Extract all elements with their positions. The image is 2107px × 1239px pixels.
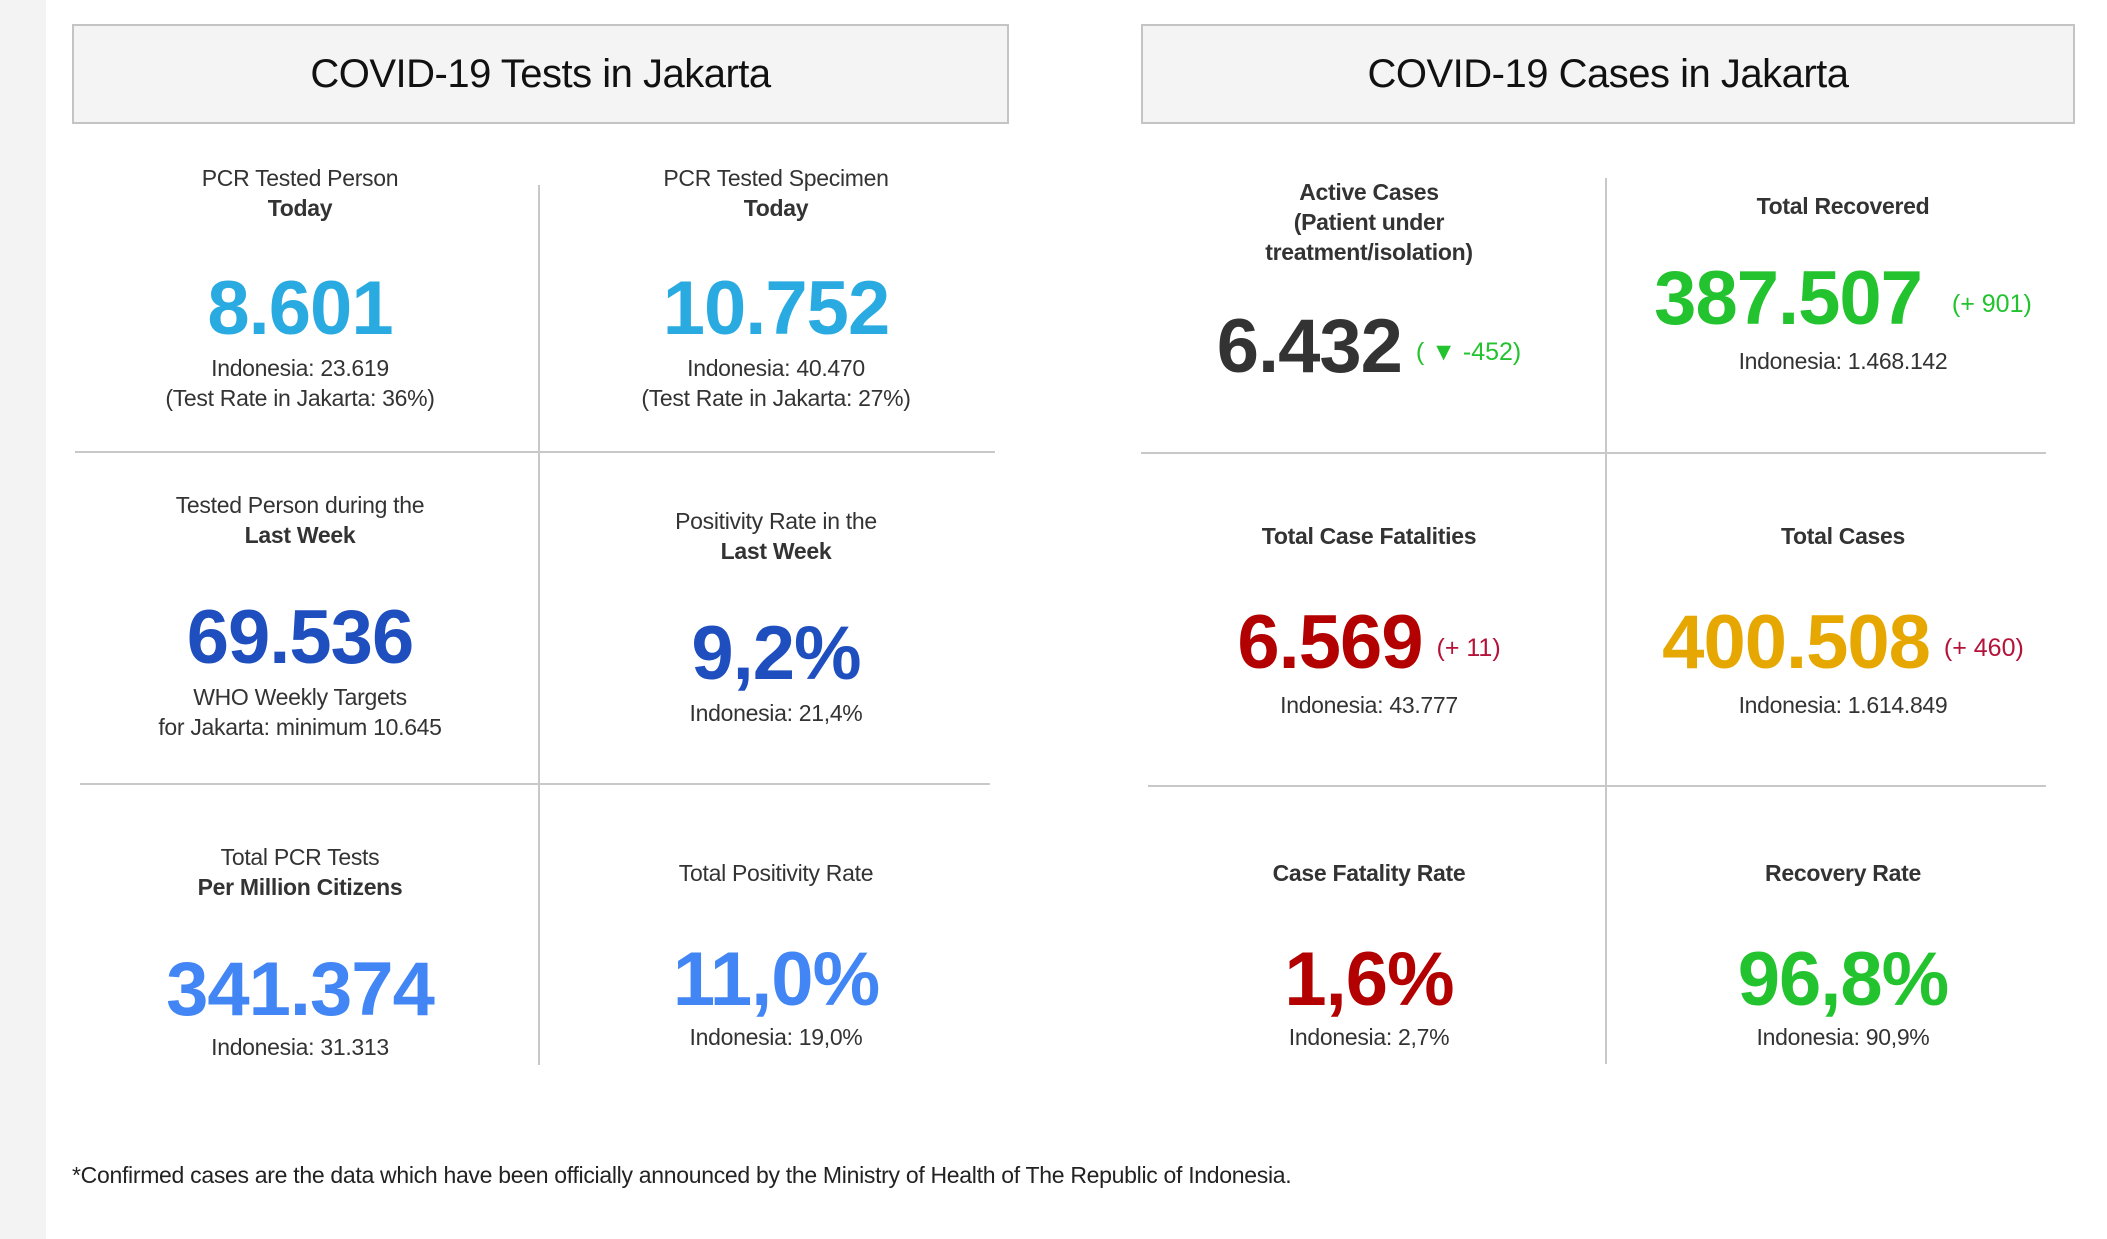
page-edge bbox=[0, 0, 46, 1239]
total-pcr-tests-per-million: Total PCR Tests Per Million Citizens 341… bbox=[70, 842, 530, 1062]
value: 69.536 bbox=[186, 595, 414, 680]
label: Tested Person during the bbox=[175, 492, 425, 518]
divider bbox=[1605, 178, 1607, 1064]
tests-panel-header: COVID-19 Tests in Jakarta bbox=[72, 24, 1009, 124]
label: Total Cases bbox=[1780, 523, 1906, 549]
divider bbox=[1141, 452, 2046, 454]
test-rate: (Test Rate in Jakarta: 27%) bbox=[641, 385, 911, 411]
pcr-tested-person-today: PCR Tested Person Today 8.601 Indonesia:… bbox=[70, 163, 530, 413]
cases-title: COVID-19 Cases in Jakarta bbox=[1367, 51, 1849, 96]
label: PCR Tested Specimen bbox=[663, 165, 889, 191]
who-target: WHO Weekly Targets bbox=[193, 684, 407, 710]
label: Total Recovered bbox=[1756, 193, 1930, 219]
value: 341.374 bbox=[166, 947, 435, 1032]
label-bold: Per Million Citizens bbox=[197, 874, 403, 900]
indonesia-value: Indonesia: 43.777 bbox=[1280, 691, 1458, 718]
tests-title: COVID-19 Tests in Jakarta bbox=[310, 51, 771, 96]
value: 6.569 bbox=[1237, 600, 1423, 685]
value: 387.507 bbox=[1654, 256, 1923, 341]
label-bold: Last Week bbox=[720, 538, 832, 564]
value: 8.601 bbox=[207, 266, 393, 351]
indonesia-value: Indonesia: 90,9% bbox=[1756, 1024, 1930, 1050]
value: 6.432 bbox=[1216, 304, 1403, 389]
total-positivity-rate: Total Positivity Rate 11,0% Indonesia: 1… bbox=[546, 858, 1006, 1052]
value: 400.508 bbox=[1662, 600, 1931, 685]
who-target-value: for Jakarta: minimum 10.645 bbox=[158, 714, 442, 740]
label-bold: Last Week bbox=[244, 522, 356, 548]
delta: (+ 460) bbox=[1943, 633, 2024, 662]
indonesia-value: Indonesia: 2,7% bbox=[1288, 1024, 1450, 1050]
footnote: *Confirmed cases are the data which have… bbox=[72, 1162, 1292, 1188]
total-cases: Total Cases 400.508 (+ 460) Indonesia: 1.… bbox=[1613, 521, 2073, 720]
label: Total Positivity Rate bbox=[678, 860, 874, 886]
total-recovered: Total Recovered 387.507 (+ 901) Indonesia… bbox=[1613, 191, 2073, 376]
divider bbox=[75, 451, 995, 453]
value: 11,0% bbox=[672, 937, 880, 1022]
indonesia-value: Indonesia: 21,4% bbox=[689, 700, 863, 726]
divider bbox=[538, 185, 540, 1065]
delta: (+ 901) bbox=[1951, 289, 2032, 318]
label: Positivity Rate in the bbox=[675, 508, 877, 534]
divider bbox=[1148, 785, 2046, 787]
indonesia-value: Indonesia: 1.614.849 bbox=[1738, 691, 1948, 718]
divider bbox=[80, 783, 990, 785]
delta: (+ 11) bbox=[1436, 633, 1501, 662]
recovery-rate: Recovery Rate 96,8% Indonesia: 90,9% bbox=[1613, 858, 2073, 1052]
label: Active Cases bbox=[1299, 179, 1439, 205]
case-fatality-rate: Case Fatality Rate 1,6% Indonesia: 2,7% bbox=[1139, 858, 1599, 1052]
label: (Patient under bbox=[1293, 209, 1445, 235]
indonesia-value: Indonesia: 1.468.142 bbox=[1738, 347, 1948, 374]
tested-person-last-week: Tested Person during the Last Week 69.53… bbox=[70, 490, 530, 742]
label: treatment/isolation) bbox=[1265, 239, 1473, 265]
value: 1,6% bbox=[1284, 937, 1454, 1022]
label: Case Fatality Rate bbox=[1272, 860, 1466, 886]
indonesia-value: Indonesia: 23.619 bbox=[211, 355, 389, 381]
delta-down: ( ▼ -452) bbox=[1415, 337, 1522, 366]
positivity-rate-last-week: Positivity Rate in the Last Week 9,2% In… bbox=[546, 506, 1006, 728]
indonesia-value: Indonesia: 40.470 bbox=[687, 355, 865, 381]
label-bold: Today bbox=[267, 195, 333, 221]
label: Total PCR Tests bbox=[220, 844, 380, 870]
total-case-fatalities: Total Case Fatalities 6.569 (+ 11) Indone… bbox=[1139, 521, 1599, 720]
indonesia-value: Indonesia: 31.313 bbox=[211, 1034, 389, 1060]
value: 9,2% bbox=[691, 611, 861, 696]
indonesia-value: Indonesia: 19,0% bbox=[689, 1024, 863, 1050]
label-bold: Today bbox=[743, 195, 809, 221]
pcr-tested-specimen-today: PCR Tested Specimen Today 10.752 Indones… bbox=[546, 163, 1006, 413]
label: Recovery Rate bbox=[1765, 860, 1921, 886]
cases-panel-header: COVID-19 Cases in Jakarta bbox=[1141, 24, 2075, 124]
label: PCR Tested Person bbox=[201, 165, 399, 191]
value: 96,8% bbox=[1737, 937, 1950, 1022]
test-rate: (Test Rate in Jakarta: 36%) bbox=[165, 385, 435, 411]
value: 10.752 bbox=[662, 266, 890, 351]
label: Total Case Fatalities bbox=[1261, 523, 1477, 549]
active-cases: Active Cases (Patient under treatment/is… bbox=[1139, 177, 1599, 394]
